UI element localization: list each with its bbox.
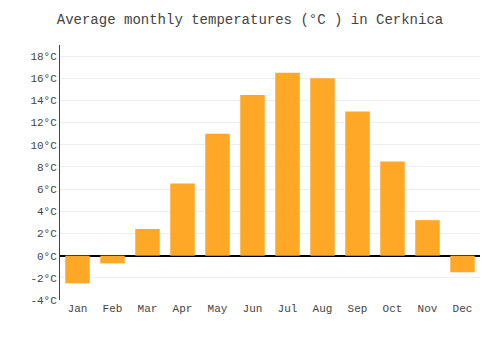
svg-text:Nov: Nov: [418, 303, 438, 315]
svg-text:Aug: Aug: [313, 303, 333, 315]
svg-text:Apr: Apr: [173, 303, 193, 315]
svg-text:2°C: 2°C: [37, 228, 57, 240]
svg-text:Dec: Dec: [453, 303, 473, 315]
svg-text:14°C: 14°C: [30, 95, 57, 107]
svg-text:Jun: Jun: [243, 303, 263, 315]
svg-text:10°C: 10°C: [30, 140, 57, 152]
svg-text:12°C: 12°C: [30, 117, 57, 129]
svg-text:Oct: Oct: [383, 303, 403, 315]
svg-text:-2°C: -2°C: [30, 273, 57, 285]
svg-text:6°C: 6°C: [37, 184, 57, 196]
svg-text:18°C: 18°C: [30, 51, 57, 63]
svg-text:16°C: 16°C: [30, 73, 57, 85]
svg-text:8°C: 8°C: [37, 162, 57, 174]
svg-text:Sep: Sep: [348, 303, 368, 315]
svg-text:Jan: Jan: [68, 303, 88, 315]
svg-text:4°C: 4°C: [37, 206, 57, 218]
svg-text:May: May: [208, 303, 228, 315]
svg-text:Feb: Feb: [103, 303, 123, 315]
svg-text:Jul: Jul: [278, 303, 298, 315]
svg-text:Average monthly temperatures (: Average monthly temperatures (°C ) in Ce…: [57, 12, 443, 28]
svg-text:0°C: 0°C: [37, 251, 57, 263]
svg-text:-4°C: -4°C: [30, 295, 57, 307]
svg-text:Mar: Mar: [138, 303, 158, 315]
